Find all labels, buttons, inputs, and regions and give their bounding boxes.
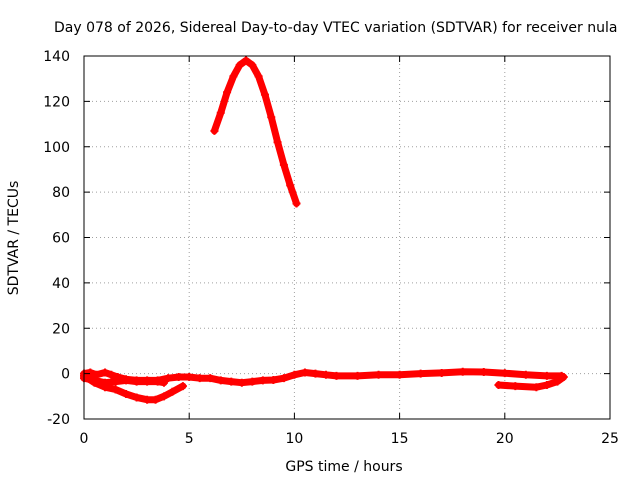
- data-point: [353, 371, 362, 380]
- data-point: [159, 378, 168, 387]
- data-point: [90, 378, 99, 387]
- data-point: [542, 371, 551, 380]
- data-point: [132, 377, 141, 386]
- data-point: [174, 373, 183, 382]
- x-tick-label: 25: [601, 431, 619, 447]
- ticks: 0 5 10 15 20 25 -20 0 20 40 60 80 100 120 140: [43, 49, 619, 447]
- data-point: [122, 390, 131, 399]
- y-tick-label: 60: [52, 231, 70, 247]
- data-point: [260, 90, 269, 99]
- data-point: [151, 395, 160, 404]
- data-point: [86, 368, 95, 377]
- data-point: [242, 56, 251, 65]
- data-point: [168, 387, 177, 396]
- data-point: [437, 368, 446, 377]
- data-point: [107, 370, 116, 379]
- data-point: [559, 373, 568, 382]
- x-tick-label: 5: [185, 431, 194, 447]
- data-point: [321, 370, 330, 379]
- data-point: [229, 72, 238, 81]
- data-point: [195, 374, 204, 383]
- plot-area-frame: [83, 55, 611, 420]
- x-axis-title: GPS time / hours: [285, 459, 402, 475]
- x-tick-label: 10: [285, 431, 303, 447]
- data-point: [267, 113, 276, 122]
- data-point: [248, 61, 257, 70]
- data-point: [500, 369, 509, 378]
- data-point: [111, 385, 120, 394]
- data-point: [279, 374, 288, 383]
- data-point: [101, 368, 110, 377]
- data-point: [248, 377, 257, 386]
- y-tick-label: 100: [43, 140, 70, 156]
- y-tick-label: -20: [47, 412, 70, 428]
- data-point: [521, 370, 530, 379]
- data-point: [216, 108, 225, 117]
- data-point: [111, 377, 120, 386]
- y-tick-label: 40: [52, 276, 70, 292]
- data-point: [101, 383, 110, 392]
- data-point: [332, 371, 341, 380]
- data-point: [479, 368, 488, 377]
- data-point: [159, 392, 168, 401]
- y-tick-label: 20: [52, 321, 70, 337]
- data-point: [416, 369, 425, 378]
- data-point: [273, 138, 282, 147]
- data-point: [286, 181, 295, 190]
- data-point: [210, 126, 219, 135]
- data-point: [122, 376, 131, 385]
- data-point: [269, 375, 278, 384]
- data-point: [258, 376, 267, 385]
- y-tick-label: 0: [61, 367, 70, 383]
- data-point: [227, 377, 236, 386]
- data-point: [216, 376, 225, 385]
- data-point: [300, 368, 309, 377]
- data-point: [206, 374, 215, 383]
- data-point: [374, 370, 383, 379]
- series-layer: [80, 56, 568, 404]
- data-point: [511, 382, 520, 391]
- data-point: [553, 377, 562, 386]
- data-point: [185, 373, 194, 382]
- x-tick-label: 15: [391, 431, 409, 447]
- y-tick-label: 80: [52, 185, 70, 201]
- data-point: [153, 377, 162, 386]
- data-point: [143, 377, 152, 386]
- data-point: [237, 378, 246, 387]
- series-line-segment-peak: [210, 57, 300, 207]
- data-point: [178, 382, 187, 391]
- data-point: [290, 370, 299, 379]
- y-tick-label: 140: [43, 49, 70, 65]
- chart-title: Day 078 of 2026, Sidereal Day-to-day VTE…: [54, 20, 617, 36]
- data-point: [279, 160, 288, 169]
- y-axis-title: SDTVAR / TECUs: [6, 181, 22, 296]
- data-point: [494, 380, 503, 389]
- data-point: [458, 367, 467, 376]
- data-point: [143, 395, 152, 404]
- y-tick-label: 120: [43, 94, 70, 110]
- data-point: [395, 370, 404, 379]
- data-point: [532, 383, 541, 392]
- data-point: [311, 369, 320, 378]
- data-point: [292, 199, 301, 208]
- data-point: [164, 374, 173, 383]
- data-point: [254, 72, 263, 81]
- x-tick-label: 0: [80, 431, 89, 447]
- grid: [84, 56, 610, 419]
- x-tick-label: 20: [496, 431, 514, 447]
- data-point: [542, 380, 551, 389]
- data-point: [132, 393, 141, 402]
- data-point: [235, 61, 244, 70]
- data-point: [223, 88, 232, 97]
